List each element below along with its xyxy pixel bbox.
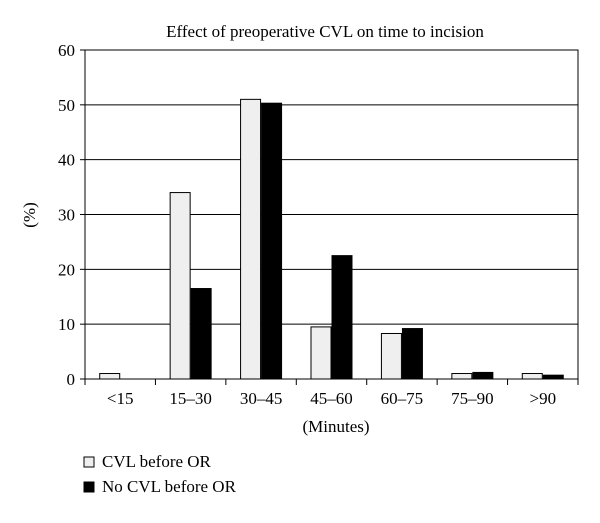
legend-label: No CVL before OR (102, 477, 237, 496)
chart-title: Effect of preoperative CVL on time to in… (166, 22, 484, 41)
x-tick-label: 75–90 (451, 389, 494, 408)
x-tick-label: 15–30 (169, 389, 212, 408)
bar-no-cvl-before-or (331, 255, 353, 380)
legend-swatch (83, 481, 95, 493)
bar-cvl-before-or (451, 373, 473, 380)
y-tick-label: 40 (58, 151, 75, 170)
x-tick-label: 30–45 (240, 389, 283, 408)
y-tick-label: 20 (58, 260, 75, 279)
y-tick-label: 10 (58, 315, 75, 334)
y-axis-ticks: 0 10 20 30 40 50 60 (58, 41, 85, 389)
x-tick-label: 45–60 (310, 389, 353, 408)
y-tick-label: 60 (58, 41, 75, 60)
x-axis-label: (Minutes) (302, 417, 369, 436)
bar-no-cvl-before-or (542, 374, 564, 380)
bar-cvl-before-or (521, 373, 543, 380)
legend-swatch (83, 456, 95, 468)
x-tick-label: <15 (107, 389, 134, 408)
bar-cvl-before-or (240, 98, 262, 380)
bar-cvl-before-or (380, 332, 402, 380)
legend-label: CVL before OR (102, 452, 212, 471)
y-tick-label: 30 (58, 206, 75, 225)
bar-no-cvl-before-or (472, 371, 494, 380)
x-tick-label: 60–75 (381, 389, 424, 408)
bar-cvl-before-or (310, 326, 332, 380)
y-tick-label: 0 (67, 370, 76, 389)
bars (99, 98, 564, 380)
bar-cvl-before-or (99, 373, 121, 380)
x-axis-ticks: <15 15–30 30–45 45–60 60–75 75–90 >90 (84, 379, 579, 408)
gridlines (85, 104, 578, 325)
y-axis-label: (%) (20, 202, 39, 227)
legend: CVL before OR No CVL before OR (83, 452, 237, 496)
x-tick-label: >90 (529, 389, 556, 408)
bar-no-cvl-before-or (261, 102, 283, 380)
y-tick-label: 50 (58, 96, 75, 115)
bar-no-cvl-before-or (190, 288, 212, 380)
bar-no-cvl-before-or (401, 328, 423, 380)
bar-cvl-before-or (169, 192, 191, 380)
